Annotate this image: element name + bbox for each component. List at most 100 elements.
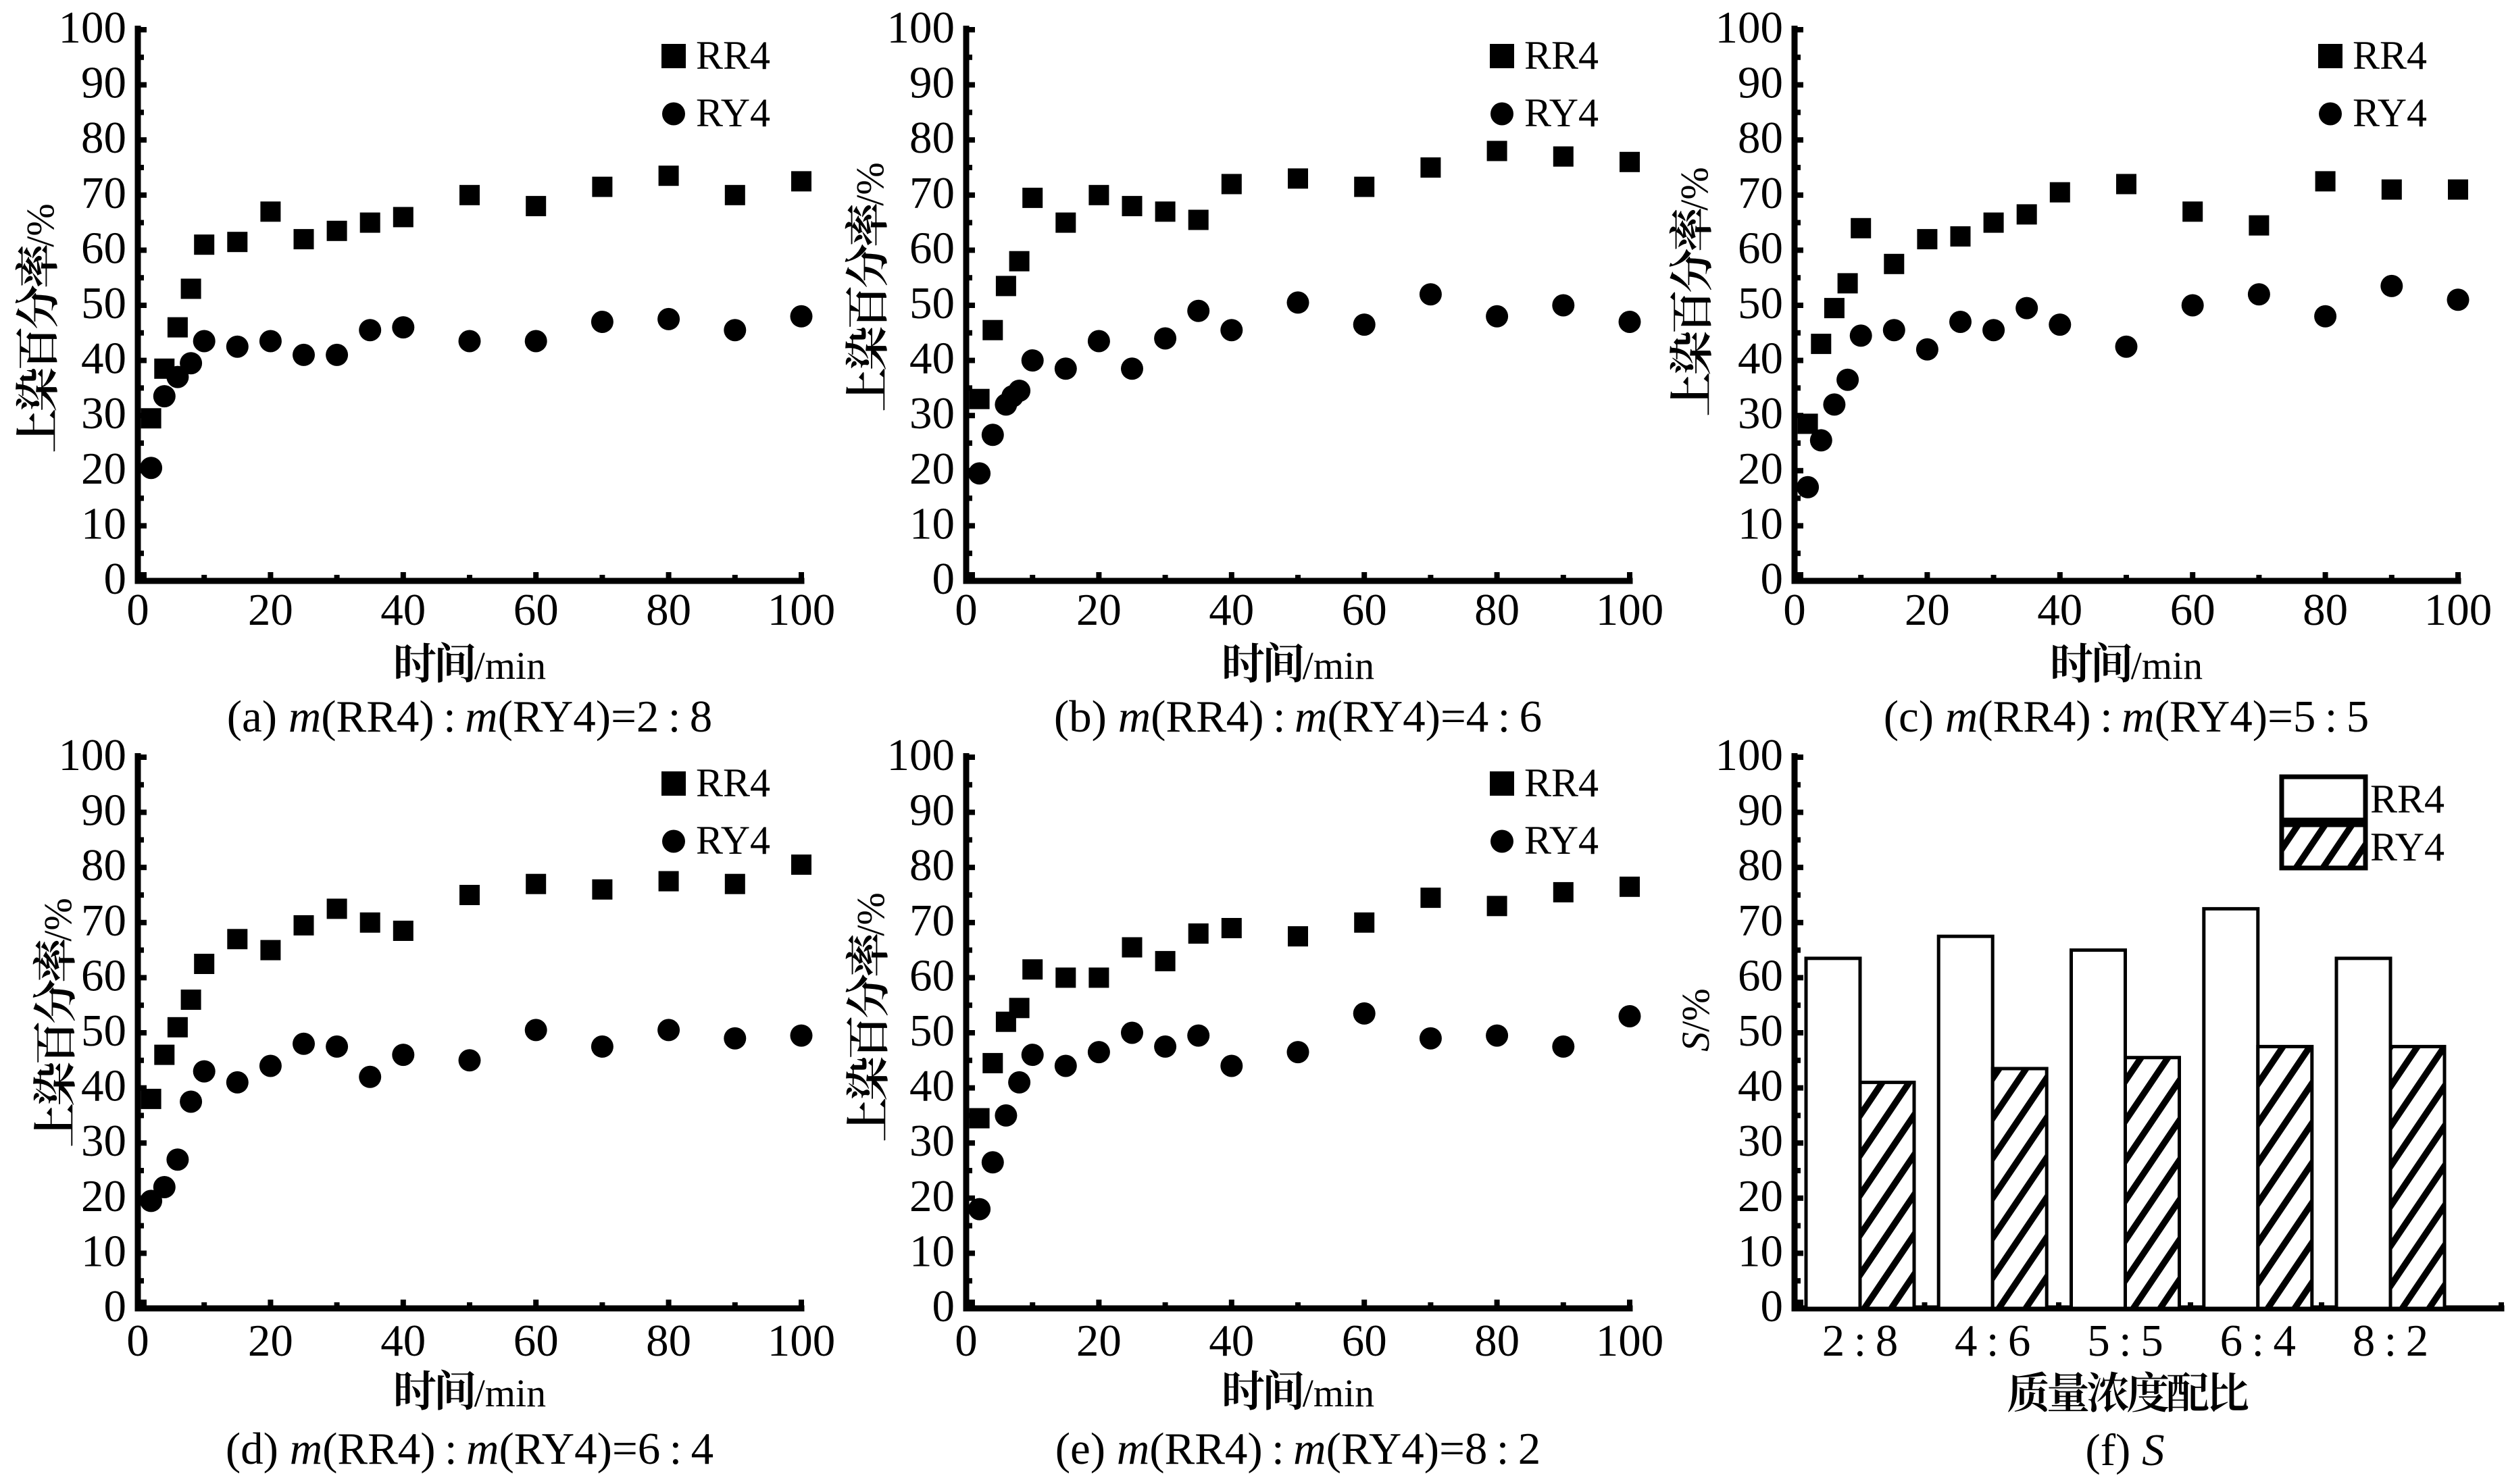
svg-text:RY4: RY4 bbox=[696, 91, 770, 135]
svg-text:50: 50 bbox=[81, 278, 126, 328]
svg-text:/%: /% bbox=[848, 162, 892, 205]
svg-text:2 : 8: 2 : 8 bbox=[1822, 1316, 1898, 1366]
svg-text:4 : 6: 4 : 6 bbox=[1955, 1316, 2030, 1366]
svg-text:80: 80 bbox=[646, 585, 691, 635]
svg-text:40: 40 bbox=[81, 334, 126, 384]
svg-text:20: 20 bbox=[1738, 444, 1783, 494]
svg-text:80: 80 bbox=[909, 113, 955, 163]
svg-text:0: 0 bbox=[932, 554, 955, 604]
svg-text:60: 60 bbox=[513, 585, 559, 635]
svg-text:RY4: RY4 bbox=[1524, 818, 1599, 863]
svg-text:20: 20 bbox=[1905, 585, 1950, 635]
svg-text:80: 80 bbox=[81, 113, 126, 163]
svg-text:40: 40 bbox=[909, 1061, 955, 1111]
svg-text:/min: /min bbox=[1303, 1371, 1374, 1415]
svg-text:50: 50 bbox=[909, 278, 955, 328]
svg-text:0: 0 bbox=[126, 585, 149, 635]
svg-text:0: 0 bbox=[104, 1281, 127, 1331]
svg-text:80: 80 bbox=[1474, 585, 1520, 635]
svg-text:40: 40 bbox=[380, 1316, 426, 1366]
svg-text:60: 60 bbox=[1738, 223, 1783, 273]
svg-text:30: 30 bbox=[1738, 388, 1783, 438]
svg-text:60: 60 bbox=[513, 1316, 559, 1366]
svg-text:70: 70 bbox=[1738, 168, 1783, 218]
svg-text:80: 80 bbox=[81, 840, 126, 890]
svg-text:90: 90 bbox=[81, 786, 126, 836]
svg-text:30: 30 bbox=[909, 1116, 955, 1166]
svg-text:0: 0 bbox=[1783, 585, 1806, 635]
svg-text:100: 100 bbox=[887, 3, 955, 53]
svg-text:90: 90 bbox=[909, 786, 955, 836]
svg-text:90: 90 bbox=[81, 58, 126, 108]
svg-text:30: 30 bbox=[81, 1116, 126, 1166]
svg-text:100: 100 bbox=[1596, 1316, 1664, 1366]
svg-text:20: 20 bbox=[1738, 1171, 1783, 1221]
svg-text:/%: /% bbox=[36, 898, 80, 941]
svg-text:20: 20 bbox=[1076, 585, 1122, 635]
svg-text:40: 40 bbox=[909, 334, 955, 384]
svg-text:80: 80 bbox=[646, 1316, 691, 1366]
svg-text:0: 0 bbox=[932, 1281, 955, 1331]
svg-text:(f) S: (f) S bbox=[2085, 1425, 2164, 1475]
svg-text:50: 50 bbox=[81, 1006, 126, 1056]
svg-text:70: 70 bbox=[81, 896, 126, 946]
svg-text:0: 0 bbox=[955, 585, 978, 635]
svg-text:10: 10 bbox=[909, 1226, 955, 1276]
svg-text:40: 40 bbox=[1209, 585, 1254, 635]
svg-text:RY4: RY4 bbox=[696, 818, 770, 863]
svg-text:RR4: RR4 bbox=[1524, 33, 1599, 78]
svg-text:10: 10 bbox=[81, 1226, 126, 1276]
svg-text:10: 10 bbox=[1738, 1226, 1783, 1276]
svg-text:100: 100 bbox=[768, 1316, 836, 1366]
svg-text:40: 40 bbox=[1738, 1061, 1783, 1111]
svg-text:/min: /min bbox=[2131, 644, 2203, 688]
svg-text:RR4: RR4 bbox=[696, 761, 770, 805]
svg-text:/min: /min bbox=[474, 1371, 546, 1415]
svg-text:60: 60 bbox=[81, 950, 126, 1000]
svg-text:70: 70 bbox=[909, 168, 955, 218]
svg-text:80: 80 bbox=[1738, 113, 1783, 163]
svg-text:0: 0 bbox=[126, 1316, 149, 1366]
svg-text:100: 100 bbox=[1715, 730, 1784, 780]
svg-text:100: 100 bbox=[59, 3, 127, 53]
svg-text:100: 100 bbox=[1596, 585, 1664, 635]
svg-text:80: 80 bbox=[2303, 585, 2348, 635]
svg-text:100: 100 bbox=[768, 585, 836, 635]
svg-text:RY4: RY4 bbox=[2353, 91, 2427, 135]
svg-text:10: 10 bbox=[81, 498, 126, 548]
svg-text:30: 30 bbox=[909, 388, 955, 438]
svg-text:20: 20 bbox=[909, 1171, 955, 1221]
svg-text:90: 90 bbox=[909, 58, 955, 108]
svg-text:20: 20 bbox=[81, 444, 126, 494]
svg-text:40: 40 bbox=[380, 585, 426, 635]
svg-text:40: 40 bbox=[2037, 585, 2082, 635]
svg-text:30: 30 bbox=[81, 388, 126, 438]
svg-text:50: 50 bbox=[1738, 278, 1783, 328]
svg-text:20: 20 bbox=[909, 444, 955, 494]
svg-text:70: 70 bbox=[909, 896, 955, 946]
svg-text:RR4: RR4 bbox=[2353, 33, 2427, 78]
svg-text:20: 20 bbox=[248, 585, 293, 635]
svg-text:60: 60 bbox=[909, 950, 955, 1000]
svg-text:8 : 2: 8 : 2 bbox=[2353, 1316, 2428, 1366]
svg-text:RR4: RR4 bbox=[2370, 777, 2445, 821]
svg-text:/%: /% bbox=[1672, 167, 1716, 210]
svg-text:RR4: RR4 bbox=[1524, 761, 1599, 805]
svg-text:20: 20 bbox=[248, 1316, 293, 1366]
svg-text:(a) m(RR4) : m(RY4)=2 : 8: (a) m(RR4) : m(RY4)=2 : 8 bbox=[227, 692, 713, 742]
svg-text:90: 90 bbox=[1738, 786, 1783, 836]
svg-text:20: 20 bbox=[81, 1171, 126, 1221]
svg-text:RR4: RR4 bbox=[696, 33, 770, 78]
svg-text:40: 40 bbox=[1209, 1316, 1254, 1366]
svg-text:50: 50 bbox=[1738, 1006, 1783, 1056]
svg-text:80: 80 bbox=[1738, 840, 1783, 890]
svg-text:RY4: RY4 bbox=[2370, 825, 2445, 869]
svg-text:/min: /min bbox=[474, 644, 546, 688]
svg-text:/%: /% bbox=[849, 892, 893, 936]
svg-text:70: 70 bbox=[81, 168, 126, 218]
svg-text:80: 80 bbox=[1474, 1316, 1520, 1366]
svg-text:20: 20 bbox=[1076, 1316, 1122, 1366]
svg-text:10: 10 bbox=[1738, 498, 1783, 548]
svg-text:60: 60 bbox=[1738, 950, 1783, 1000]
svg-text:60: 60 bbox=[2170, 585, 2215, 635]
